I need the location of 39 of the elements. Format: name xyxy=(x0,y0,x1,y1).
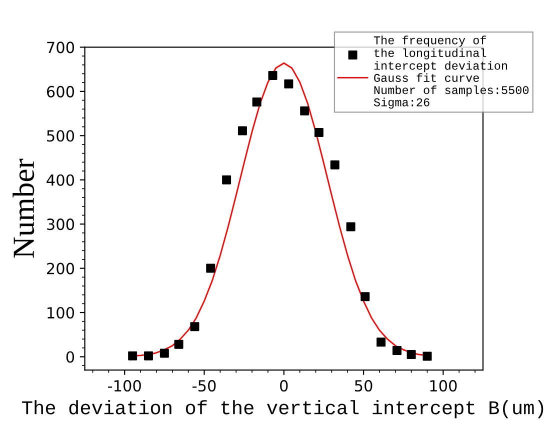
x-tick-label: -50 xyxy=(192,380,216,392)
y-tick-label: 700 xyxy=(47,42,74,54)
x-tick-label: 50 xyxy=(354,380,372,392)
x-tick-label: 100 xyxy=(430,380,457,392)
y-tick-label: 200 xyxy=(47,262,74,274)
y-axis-title: Number xyxy=(12,158,34,258)
y-tick-label: 300 xyxy=(47,218,74,230)
y-tick-label: 600 xyxy=(46,86,74,98)
point xyxy=(406,350,416,360)
point xyxy=(314,128,324,138)
point xyxy=(238,126,247,136)
point xyxy=(222,175,232,184)
point xyxy=(284,79,294,88)
point xyxy=(268,71,278,80)
y-tick-label: 400 xyxy=(46,174,74,186)
point xyxy=(392,346,402,356)
y-tick-label: 500 xyxy=(47,130,74,142)
x-tick-label: -100 xyxy=(108,380,141,392)
point xyxy=(376,338,386,347)
point xyxy=(206,264,216,273)
annotation: Sigma:26 xyxy=(374,98,430,109)
legend-label: Gauss fit curve xyxy=(374,73,479,82)
point xyxy=(190,322,200,332)
x-tick-label: 0 xyxy=(280,380,288,392)
y-tick-label: 0 xyxy=(66,351,74,363)
legend-label: The frequency of the longitudinal intercept deviation xyxy=(374,36,507,72)
point xyxy=(422,352,432,361)
point xyxy=(360,292,370,302)
point xyxy=(144,351,153,360)
point xyxy=(160,348,169,358)
x-axis-title: The deviation of the vertical intercept B(um) xyxy=(22,400,544,418)
point xyxy=(252,98,262,107)
point xyxy=(330,160,340,170)
y-tick-label: 100 xyxy=(48,306,74,319)
point xyxy=(128,351,138,360)
point xyxy=(346,222,356,232)
point xyxy=(174,340,184,349)
point xyxy=(300,106,310,116)
annotation: Number of samples:5500 xyxy=(374,85,529,96)
